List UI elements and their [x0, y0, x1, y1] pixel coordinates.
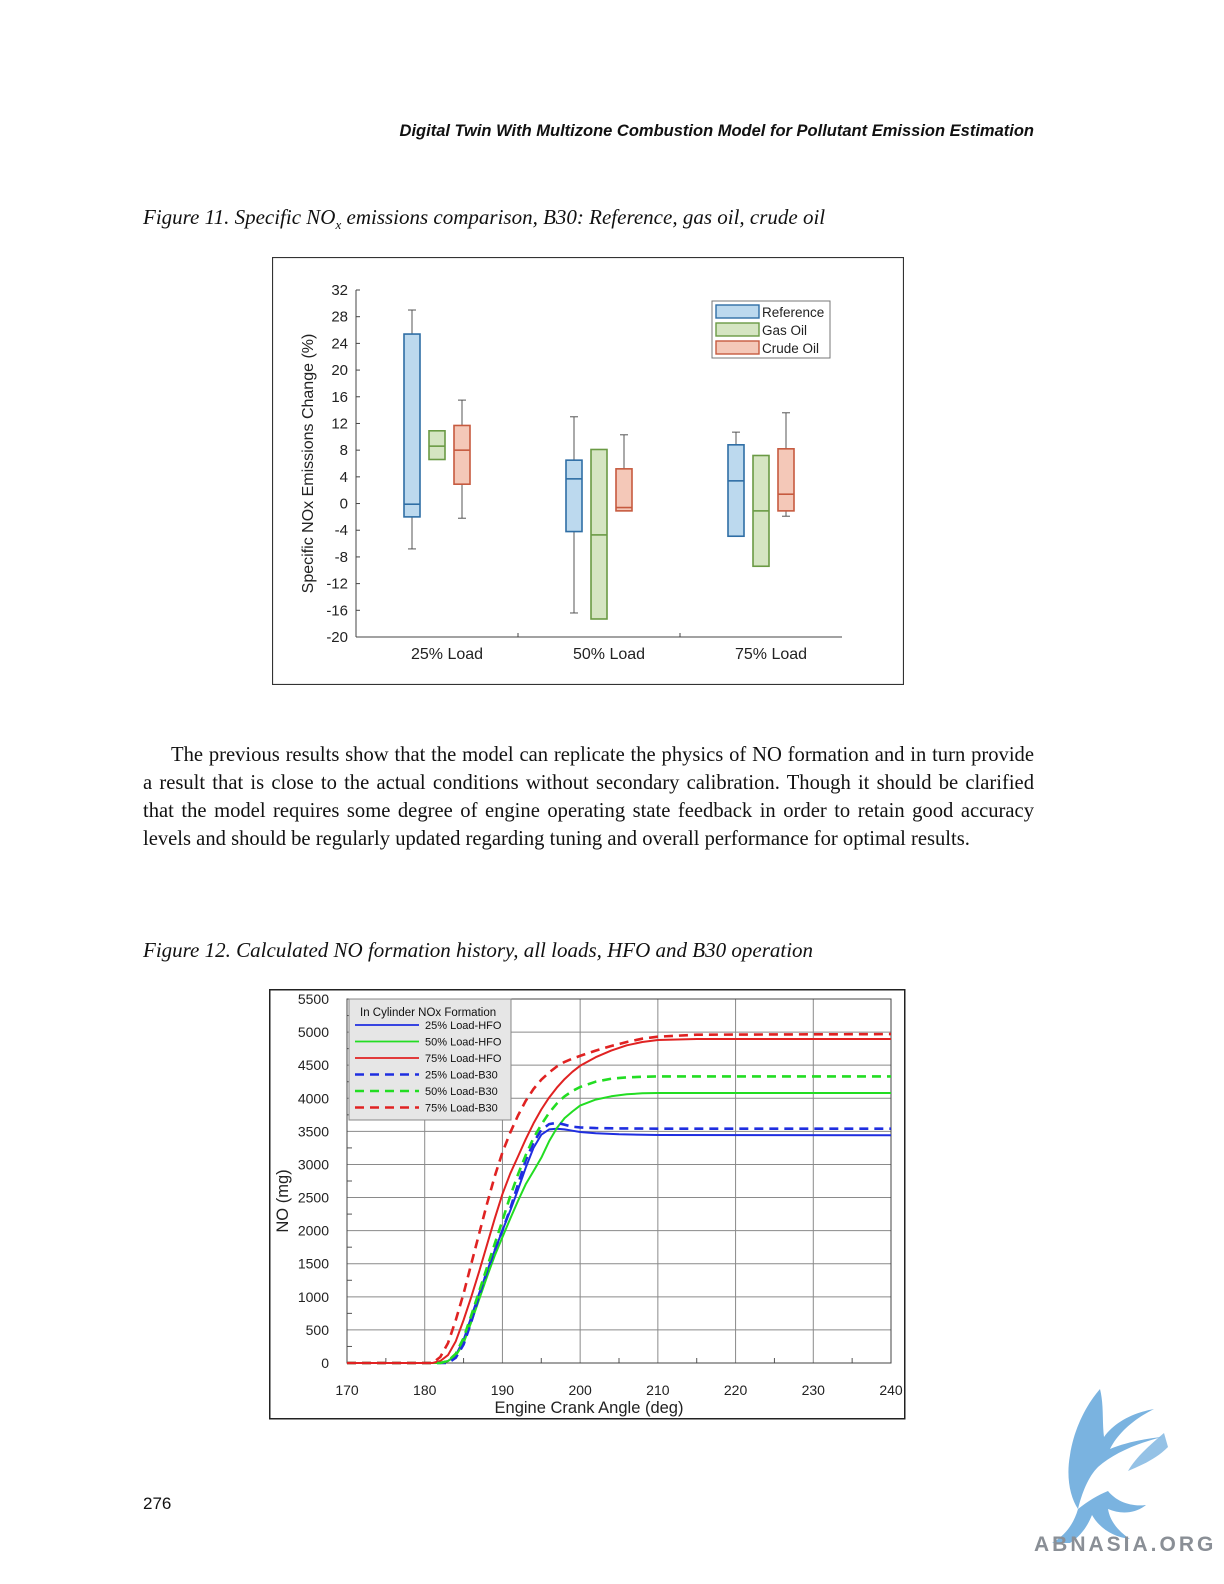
y-axis-title: Specific NOx Emissions Change (%) [300, 334, 317, 594]
y-axis-title: NO (mg) [274, 1169, 292, 1232]
legend-frame [348, 998, 512, 1121]
legend-label: Gas Oil [762, 323, 807, 338]
y-tick-label: 2500 [298, 1190, 329, 1206]
series-line-50-load-b30 [347, 1075, 891, 1365]
figure11-caption-post: emissions comparison, B30: Reference, ga… [341, 205, 826, 229]
y-tick-label: 0 [321, 1355, 329, 1371]
figure12-caption: Figure 12. Calculated NO formation histo… [143, 938, 814, 962]
figure11-legend: Reference Gas Oil Crude Oil [711, 300, 831, 359]
box-body [403, 333, 421, 518]
legend-label: 25% Load-B30 [425, 1070, 498, 1082]
y-tick-label: 32 [331, 282, 348, 299]
y-tick-label: -12 [326, 576, 348, 593]
griffin-icon [1052, 1389, 1168, 1543]
box-body [615, 468, 633, 512]
box-body [727, 444, 745, 538]
figure11-caption: Figure 11. Specific NOx emissions compar… [143, 205, 825, 233]
figure11-caption-pre: Figure 11. Specific NO [143, 205, 336, 229]
box-crude-oil-2 [777, 412, 795, 517]
y-tick-label: 3500 [298, 1123, 329, 1139]
y-tick-label: 20 [331, 362, 348, 379]
series-line-75-load-hfo [347, 1038, 891, 1364]
y-tick-label: 4 [340, 469, 348, 486]
y-tick-label: 0 [340, 496, 348, 513]
x-tick-label: 200 [568, 1382, 592, 1398]
x-tick-label: 210 [646, 1382, 670, 1398]
y-tick-label: -8 [335, 549, 348, 566]
legend-swatch [715, 304, 760, 319]
legend-label: 25% Load-HFO [425, 1020, 502, 1032]
y-tick-label: 1500 [298, 1256, 329, 1272]
box-body [777, 448, 795, 512]
y-tick-label: 1000 [298, 1289, 329, 1305]
box-gas-oil-0 [428, 430, 446, 461]
legend-label: Reference [762, 305, 824, 320]
y-tick-label: 5500 [298, 991, 329, 1007]
figure11-caption-sub: x [335, 217, 342, 233]
y-tick-label: 8 [340, 442, 348, 459]
body-paragraph: The previous results show that the model… [143, 744, 1034, 850]
y-tick-label: 500 [306, 1322, 330, 1338]
watermark-logo: ABNASIA.ORG [1034, 1389, 1215, 1555]
y-tick-label: 24 [331, 335, 348, 352]
x-category-label: 25% Load [411, 646, 483, 663]
legend-label: 50% Load-B30 [425, 1086, 498, 1098]
series-line-25-load-b30 [347, 1121, 891, 1365]
series-line-50-load-hfo [347, 1092, 891, 1364]
legend-swatch [715, 340, 760, 355]
y-tick-label: 12 [331, 415, 348, 432]
plot-area-border [346, 998, 892, 1364]
x-axis-title: Engine Crank Angle (deg) [495, 1399, 684, 1417]
x-category-label: 75% Load [735, 646, 807, 663]
box-crude-oil-0 [453, 399, 471, 519]
box-reference-1 [565, 416, 583, 614]
x-tick-label: 170 [335, 1382, 359, 1398]
box-body [428, 430, 446, 461]
running-head: Digital Twin With Multizone Combustion M… [399, 122, 1034, 140]
y-tick-label: 3000 [298, 1156, 329, 1172]
legend-title: In Cylinder NOx Formation [360, 1007, 496, 1019]
box-gas-oil-2 [752, 454, 770, 568]
x-tick-label: 180 [413, 1382, 437, 1398]
box-body [565, 459, 583, 533]
y-tick-label: 4500 [298, 1057, 329, 1073]
y-tick-label: 4000 [298, 1090, 329, 1106]
y-tick-label: -20 [326, 629, 348, 646]
figure11-chart: 32 28 24 20 16 12 8 4 0 -4 -8 -12 -16 -20 Specific NOx… [272, 257, 904, 685]
box-crude-oil-1 [615, 434, 633, 512]
y-tick-label: 28 [331, 309, 348, 326]
legend-label: Crude Oil [762, 341, 819, 356]
box-gas-oil-1 [590, 448, 608, 620]
box-body [453, 424, 471, 485]
figure12-chart: 170 180 190 200 210 220 230 240 0 500 1000 1500 2000… [269, 989, 906, 1420]
box-reference-2 [727, 431, 745, 538]
page-number: 276 [143, 1494, 172, 1513]
legend-label: 50% Load-HFO [425, 1037, 502, 1049]
x-category-label: 50% Load [573, 646, 645, 663]
y-tick-label: -4 [335, 522, 348, 539]
x-tick-label: 230 [802, 1382, 826, 1398]
x-tick-label: 240 [879, 1382, 903, 1398]
box-reference-0 [403, 309, 421, 550]
legend-label: 75% Load-HFO [425, 1053, 502, 1065]
legend-label: 75% Load-B30 [425, 1103, 498, 1115]
y-tick-label: -16 [326, 602, 348, 619]
y-tick-label: 16 [331, 389, 348, 406]
y-tick-label: 5000 [298, 1024, 329, 1040]
x-tick-label: 190 [491, 1382, 515, 1398]
y-tick-label: 2000 [298, 1223, 329, 1239]
watermark-text: ABNASIA.ORG [1034, 1533, 1215, 1555]
legend-swatch [715, 322, 760, 337]
x-tick-label: 220 [724, 1382, 748, 1398]
